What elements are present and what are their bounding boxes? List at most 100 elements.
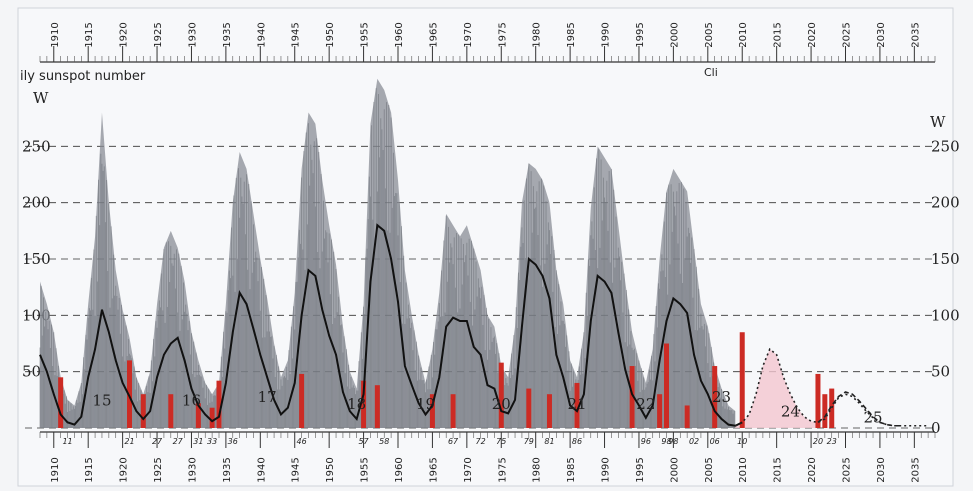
x-tick-label-top-2000: 2000: [669, 22, 680, 47]
y-axis-label-left: W: [33, 89, 49, 107]
marker-year-label: 46: [297, 437, 307, 446]
header-note: Cli: [704, 66, 718, 79]
marker-year-label: 23: [827, 437, 837, 446]
x-tick-label-bottom-1960: 1960: [394, 457, 405, 482]
cycle-label-21: 21: [567, 395, 586, 413]
cycle-label-23: 23: [712, 388, 731, 406]
marker-year-label: 06: [710, 437, 720, 446]
cycle-minimum-marker: [127, 360, 132, 428]
cycle-label-15: 15: [92, 391, 111, 409]
x-tick-label-top-2010: 2010: [738, 22, 749, 47]
marker-year-label: 27: [173, 437, 184, 446]
x-tick-label-bottom-2010: 2010: [738, 457, 749, 482]
x-tick-label-top-1915: 1915: [84, 22, 95, 47]
x-tick-label-bottom-1990: 1990: [601, 457, 612, 482]
y-axis-label-right: W: [930, 113, 946, 131]
x-tick-label-top-1955: 1955: [360, 22, 371, 47]
marker-year-label: 02: [689, 437, 699, 446]
cycle-minimum-marker: [829, 388, 835, 428]
cycle-minimum-marker: [664, 343, 669, 428]
marker-year-label: 98: [661, 437, 671, 446]
marker-year-label: 75: [496, 437, 506, 446]
marker-year-label: 11: [62, 437, 72, 446]
x-tick-label-top-1945: 1945: [291, 22, 302, 47]
marker-year-label: 98: [668, 437, 678, 446]
x-tick-label-top-1935: 1935: [222, 22, 233, 47]
x-tick-label-bottom-1970: 1970: [463, 457, 474, 482]
x-tick-label-top-2025: 2025: [842, 22, 853, 47]
cycle-minimum-marker: [822, 394, 828, 428]
x-tick-label-bottom-1940: 1940: [256, 457, 267, 482]
marker-year-label: 67: [448, 437, 459, 446]
x-tick-label-top-1980: 1980: [532, 22, 543, 47]
marker-year-label: 57: [358, 437, 369, 446]
x-tick-label-bottom-2015: 2015: [773, 457, 784, 482]
y-tick-label-right-250: 250: [931, 137, 960, 155]
cycle-minimum-marker: [574, 382, 580, 428]
marker-year-label: 96: [641, 437, 651, 446]
cycle-minimum-marker: [58, 377, 64, 428]
x-tick-label-top-1975: 1975: [497, 22, 508, 47]
x-tick-label-top-1930: 1930: [187, 22, 198, 47]
x-tick-label-top-1920: 1920: [119, 22, 130, 47]
x-tick-label-bottom-1985: 1985: [566, 457, 577, 482]
cycle-minimum-marker: [815, 373, 821, 428]
cycle-minimum-marker: [299, 373, 305, 428]
x-tick-label-top-1960: 1960: [394, 22, 405, 47]
y-tick-label-left-200: 200: [22, 194, 51, 212]
marker-year-label: 86: [572, 437, 582, 446]
x-tick-label-bottom-2025: 2025: [842, 457, 853, 482]
cycle-minimum-marker: [450, 394, 456, 428]
marker-year-label: 21: [124, 437, 134, 446]
cycle-minimum-marker: [168, 394, 174, 428]
cycle-label-17: 17: [258, 388, 277, 406]
x-tick-label-bottom-2000: 2000: [669, 457, 680, 482]
y-tick-label-right-50: 50: [931, 363, 950, 381]
x-tick-label-bottom-1980: 1980: [532, 457, 543, 482]
x-tick-label-top-1995: 1995: [635, 22, 646, 47]
cycle-minimum-marker: [629, 366, 635, 428]
x-tick-label-top-2030: 2030: [876, 22, 887, 47]
x-tick-label-top-2020: 2020: [807, 22, 818, 47]
cycle-minimum-marker: [140, 394, 146, 428]
x-tick-label-bottom-1975: 1975: [497, 457, 508, 482]
marker-year-label: 72: [476, 437, 486, 446]
x-tick-label-bottom-1955: 1955: [360, 457, 371, 482]
forecast-fill-cycle-24: [735, 349, 818, 428]
cycle-label-18: 18: [347, 395, 366, 413]
cycle-label-22: 22: [636, 395, 655, 413]
x-tick-label-top-1970: 1970: [463, 22, 474, 47]
x-tick-label-top-1985: 1985: [566, 22, 577, 47]
cycle-minimum-marker: [429, 394, 435, 428]
marker-year-label: 58: [379, 437, 389, 446]
marker-year-label: 10: [737, 437, 747, 446]
cycle-minimum-marker: [216, 380, 222, 428]
x-tick-label-bottom-1945: 1945: [291, 457, 302, 482]
y-tick-label-right-0: 0: [931, 419, 941, 437]
cycle-label-25: 25: [863, 408, 882, 426]
cycle-minimum-marker: [498, 362, 504, 428]
x-tick-label-bottom-2020: 2020: [807, 457, 818, 482]
x-tick-label-bottom-2005: 2005: [704, 457, 715, 482]
x-tick-label-top-1990: 1990: [601, 22, 612, 47]
y-tick-label-left-50: 50: [22, 363, 41, 381]
cycle-minimum-marker: [361, 380, 367, 428]
marker-year-label: 27: [152, 437, 163, 446]
x-tick-label-bottom-1925: 1925: [153, 457, 164, 482]
cycle-minimum-marker: [195, 403, 201, 428]
cycle-label-19: 19: [416, 395, 435, 413]
y-tick-label-left-150: 150: [22, 250, 51, 268]
x-tick-label-bottom-1920: 1920: [119, 457, 130, 482]
chart-title: ily sunspot number: [20, 69, 146, 84]
cycle-label-20: 20: [492, 395, 511, 413]
x-tick-label-top-1925: 1925: [153, 22, 164, 47]
smoothed-sunspot-line: [39, 223, 743, 427]
x-tick-label-bottom-1950: 1950: [325, 457, 336, 482]
x-tick-label-top-2005: 2005: [704, 22, 715, 47]
x-tick-label-top-2015: 2015: [773, 22, 784, 47]
marker-year-label: 79: [524, 437, 534, 446]
cycle-minimum-marker: [684, 405, 690, 428]
marker-year-label: 81: [544, 437, 554, 446]
